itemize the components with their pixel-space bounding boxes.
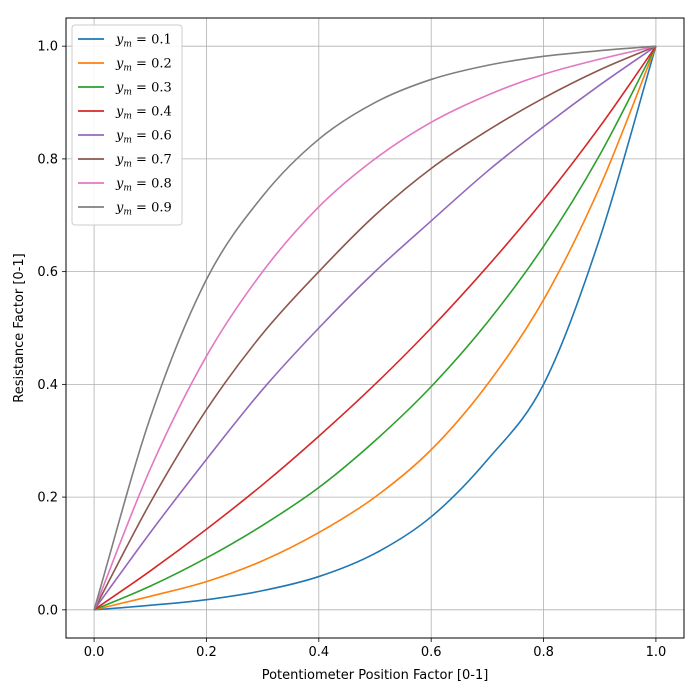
x-tick-label: 0.4: [308, 645, 329, 660]
x-axis-label: Potentiometer Position Factor [0-1]: [262, 668, 489, 683]
legend-value: = 0.3: [132, 81, 172, 96]
series-line-ym-0.1: [94, 45, 657, 611]
legend-value: = 0.2: [132, 57, 172, 72]
legend-value: = 0.9: [132, 201, 172, 216]
legend-item: ym = 0.9: [78, 201, 172, 218]
y-tick-label: 0.8: [37, 152, 58, 167]
legend-item: ym = 0.1: [78, 33, 172, 50]
x-tick-label: 1.0: [646, 645, 667, 660]
y-tick-label: 0.4: [37, 378, 58, 393]
y-axis-label: Resistance Factor [0-1]: [12, 253, 27, 403]
legend-label: ym = 0.6: [115, 129, 172, 146]
series-layer: [93, 45, 657, 611]
legend-value: = 0.1: [132, 33, 172, 48]
legend-item: ym = 0.8: [78, 177, 172, 194]
legend-symbol: y: [115, 201, 124, 216]
legend-symbol: y: [115, 129, 124, 144]
y-tick-label: 0.6: [37, 265, 58, 280]
legend-item: ym = 0.2: [78, 57, 172, 74]
legend-subscript: m: [123, 184, 132, 194]
legend-subscript: m: [123, 160, 132, 170]
x-axis-ticks: 0.0 0.2 0.4 0.6 0.8 1.0: [84, 638, 667, 660]
legend-subscript: m: [123, 88, 132, 98]
y-tick-label: 0.0: [37, 603, 58, 618]
legend-item: ym = 0.7: [78, 153, 172, 170]
legend-label: ym = 0.2: [115, 57, 172, 74]
legend-value: = 0.7: [132, 153, 172, 168]
legend-label: ym = 0.7: [115, 153, 172, 170]
series-line-ym-0.9: [93, 45, 656, 611]
legend-subscript: m: [123, 112, 132, 122]
legend-box: [71, 24, 183, 226]
legend-item: ym = 0.6: [78, 129, 172, 146]
series-line-ym-0.2: [93, 45, 657, 611]
legend-symbol: y: [115, 81, 124, 96]
legend-label: ym = 0.4: [115, 105, 172, 122]
series-line-ym-0.4: [93, 45, 657, 611]
legend-item: ym = 0.3: [78, 81, 172, 98]
legend-subscript: m: [123, 40, 132, 50]
legend-subscript: m: [123, 208, 132, 218]
legend: ym = 0.1ym = 0.2ym = 0.3ym = 0.4ym = 0.6…: [71, 24, 183, 226]
legend-label: ym = 0.1: [115, 33, 172, 50]
y-axis-ticks: 0.0 0.2 0.4 0.6 0.8 1.0: [37, 40, 66, 618]
legend-subscript: m: [123, 64, 132, 74]
legend-subscript: m: [123, 136, 132, 146]
series-line-ym-0.8: [93, 45, 657, 611]
y-tick-label: 0.2: [37, 491, 58, 506]
legend-label: ym = 0.3: [115, 81, 172, 98]
legend-value: = 0.8: [132, 177, 172, 192]
legend-label: ym = 0.9: [115, 201, 172, 218]
legend-symbol: y: [115, 153, 124, 168]
x-tick-label: 0.2: [196, 645, 217, 660]
legend-symbol: y: [115, 177, 124, 192]
legend-label: ym = 0.8: [115, 177, 172, 194]
x-tick-label: 0.0: [84, 645, 105, 660]
legend-symbol: y: [115, 105, 124, 120]
x-tick-label: 0.8: [533, 645, 554, 660]
series-line-ym-0.6: [93, 45, 657, 611]
legend-item: ym = 0.4: [78, 105, 172, 122]
y-tick-label: 1.0: [37, 40, 58, 55]
legend-value: = 0.6: [132, 129, 172, 144]
series-line-ym-0.3: [93, 45, 657, 611]
plot-frame: [65, 17, 685, 639]
x-tick-label: 0.6: [421, 645, 442, 660]
legend-value: = 0.4: [132, 105, 172, 120]
legend-symbol: y: [115, 33, 124, 48]
legend-symbol: y: [115, 57, 124, 72]
series-line-ym-0.7: [93, 45, 657, 611]
